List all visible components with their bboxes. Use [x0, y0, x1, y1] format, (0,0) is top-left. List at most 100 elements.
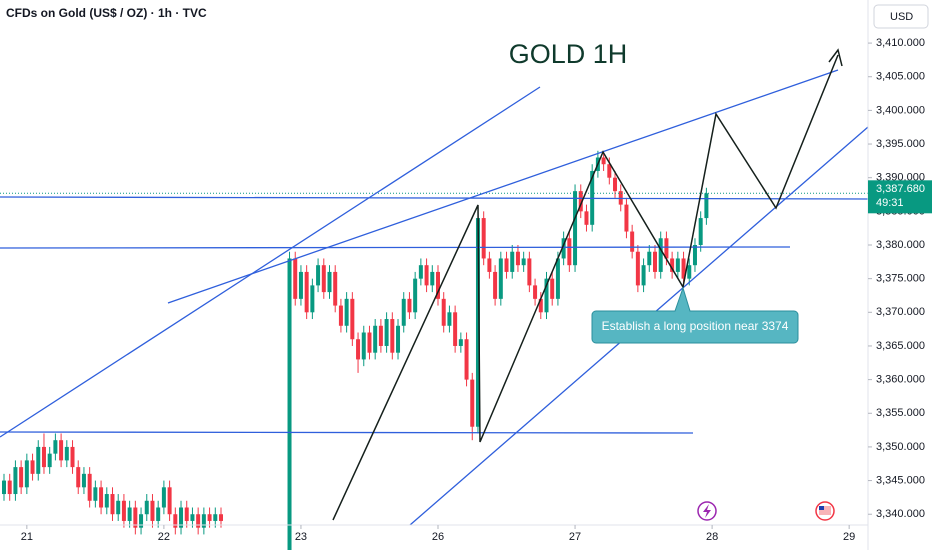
candle-body [344, 298, 349, 326]
candle-body [139, 514, 144, 528]
candle-body [584, 211, 589, 225]
candle-body [407, 298, 412, 313]
candle-body [647, 251, 652, 266]
y-tick-label: 3,345.000 [876, 474, 925, 486]
candle-body [681, 258, 686, 279]
candle-body [373, 325, 378, 353]
candle-body [578, 191, 583, 212]
candle-body [36, 446, 41, 474]
candle-body [161, 487, 166, 508]
y-tick-label: 3,365.000 [876, 340, 925, 352]
candle-body [544, 278, 549, 313]
candle-body [24, 460, 29, 488]
candle-body [213, 514, 218, 521]
candle-body [652, 251, 657, 272]
candle-body [144, 500, 149, 515]
candle-body [418, 265, 423, 279]
candle-body [321, 265, 326, 293]
x-tick-label: 23 [295, 531, 307, 543]
candle-body [613, 177, 618, 192]
currency-button[interactable] [873, 4, 929, 29]
candle-body [76, 467, 81, 488]
trend-line [167, 69, 839, 304]
zigzag-path [332, 54, 839, 521]
candle-body [184, 507, 189, 521]
candle-body [630, 231, 635, 252]
candle-body [550, 278, 555, 299]
y-tick-label: 3,340.000 [876, 508, 925, 520]
candle-body [430, 271, 435, 286]
candle-body [561, 238, 566, 259]
candle-body [435, 271, 440, 299]
level-line [0, 431, 694, 434]
candle-body [441, 298, 446, 326]
trend-line [0, 86, 541, 438]
candle-body [218, 514, 223, 521]
candle-body [504, 258, 509, 272]
candle-body [304, 271, 309, 313]
candle-body [87, 473, 92, 501]
candle-body [704, 193, 709, 219]
candle-body [356, 339, 361, 360]
candle-body [692, 245, 697, 266]
axes: 3,340.000 3,345.000 3,350.000 3,355.000 3,36… [21, 37, 932, 543]
candle-body [538, 298, 543, 313]
candle-body [156, 507, 161, 521]
candle-body [573, 191, 578, 266]
candle-body [361, 332, 366, 360]
countdown-label: 49:31 [876, 197, 904, 209]
candle-body [179, 507, 184, 528]
candle-body [601, 157, 606, 165]
candle-body [316, 265, 321, 286]
candle-body [207, 514, 212, 521]
y-tick-label: 3,410.000 [876, 37, 925, 49]
candle-body [470, 379, 475, 427]
currency-label: USD [890, 11, 913, 23]
candle-body [7, 480, 12, 495]
candle-body [555, 258, 560, 299]
candle-body [104, 494, 109, 508]
candle-body [527, 258, 532, 286]
x-tick-label: 27 [569, 531, 581, 543]
candle-body [121, 500, 126, 521]
y-tick-label: 3,360.000 [876, 374, 925, 386]
y-tick-label: 3,395.000 [876, 138, 925, 150]
candle-body [81, 473, 86, 488]
candle-body [47, 453, 52, 468]
candle-body [493, 271, 498, 299]
level-line [0, 246, 791, 249]
candle-body [293, 258, 298, 299]
candle-body [30, 460, 35, 474]
callout-text: Establish a long position near 3374 [602, 319, 789, 333]
candle-body [687, 265, 692, 279]
y-tick-label: 3,405.000 [876, 71, 925, 83]
candle-body [401, 298, 406, 326]
y-tick-label: 3,400.000 [876, 104, 925, 116]
candle-body [173, 514, 178, 528]
x-tick-label: 29 [843, 531, 855, 543]
candle-body [510, 251, 515, 272]
chart-annotation: GOLD 1H [509, 39, 628, 69]
candle-body [396, 325, 401, 353]
candle-body [464, 339, 469, 380]
y-tick-label: 3,375.000 [876, 273, 925, 285]
candle-body [110, 494, 115, 515]
candle-body [670, 258, 675, 272]
candle-body [133, 507, 138, 528]
candle-body [93, 487, 98, 501]
last-price-box [868, 180, 932, 214]
candle-body [333, 271, 338, 306]
candle-body [327, 271, 332, 293]
candle-body [447, 312, 452, 326]
candle-body [475, 218, 480, 427]
candle-body [201, 514, 206, 528]
candle-body [698, 218, 703, 245]
candle-body [59, 440, 64, 461]
candle-body [658, 238, 663, 272]
candle-body [190, 514, 195, 521]
candle-body [641, 265, 646, 286]
candle-body [413, 278, 418, 313]
candle-body [127, 507, 132, 521]
